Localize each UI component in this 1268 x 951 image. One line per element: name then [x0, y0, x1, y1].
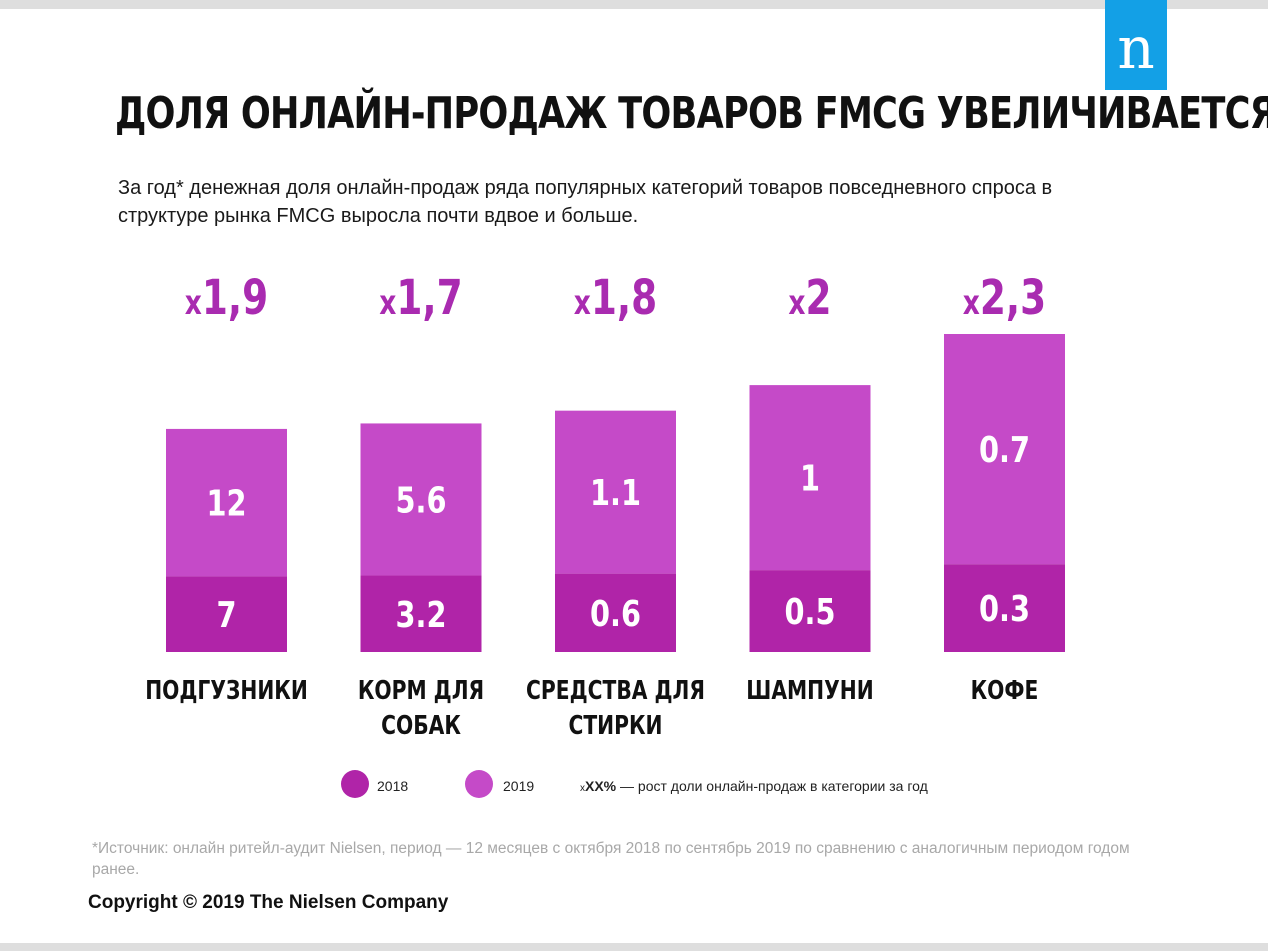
data-label-2019: 1.1 [590, 472, 641, 514]
bar-2019 [944, 334, 1065, 565]
bar-2018 [555, 573, 676, 652]
bar-2019 [360, 423, 482, 576]
legend-note-prefix: x [580, 783, 585, 794]
page-title: ДОЛЯ ОНЛАЙН-ПРОДАЖ ТОВАРОВ FMCG УВЕЛИЧИВ… [115, 88, 1268, 139]
category-label: СРЕДСТВА ДЛЯ [526, 676, 705, 706]
growth-label: x1,9 [185, 271, 268, 327]
data-label-2019: 5.6 [396, 479, 447, 521]
top-band [0, 0, 1268, 9]
category-label: ШАМПУНИ [746, 676, 873, 706]
data-label-2019: 12 [206, 483, 246, 525]
bar-2018 [749, 570, 871, 652]
growth-label: x1,7 [379, 271, 462, 327]
legend-note-bold: XX% [585, 778, 617, 794]
legend-swatch-2019 [465, 770, 493, 798]
source-footnote: *Источник: онлайн ритейл-аудит Nielsen, … [92, 840, 1130, 878]
bar-2019 [555, 410, 676, 574]
bar-2019 [166, 428, 287, 577]
category-label: СТИРКИ [568, 711, 662, 741]
bar-2018 [944, 564, 1065, 652]
bar-2019 [749, 385, 871, 571]
nielsen-logo: n [1105, 0, 1167, 90]
category-label: КОФЕ [971, 676, 1039, 706]
bottom-band [0, 943, 1268, 951]
bar-2018 [166, 576, 287, 652]
stacked-bar-chart: 12 7 x1,9 ПОДГУЗНИКИ 5.6 3.2 x1,7 КОРМ ДЛЯ СОБАК… [145, 271, 1065, 741]
growth-label: x2,3 [963, 271, 1046, 327]
page-subtitle: За год* денежная доля онлайн-продаж ряда… [118, 177, 1053, 227]
copyright: Copyright © 2019 The Nielsen Company [88, 892, 449, 913]
growth-label: x1,8 [574, 271, 657, 327]
data-label-2018: 7 [216, 594, 236, 636]
category-label: ПОДГУЗНИКИ [145, 676, 308, 706]
category-label: КОРМ ДЛЯ [358, 676, 484, 706]
legend-label-2019: 2019 [503, 778, 535, 794]
data-label-2019: 0.7 [979, 429, 1030, 471]
legend-swatch-2018 [341, 770, 369, 798]
data-label-2019: 1 [800, 458, 820, 500]
growth-label: x2 [788, 271, 831, 327]
bar-2018 [360, 575, 482, 652]
data-label-2018: 0.3 [979, 588, 1030, 630]
data-label-2018: 0.6 [590, 593, 641, 635]
logo-letter: n [1117, 14, 1155, 82]
data-label-2018: 3.2 [396, 594, 447, 636]
data-label-2018: 0.5 [785, 591, 836, 633]
legend-note: xXX% — рост доли онлайн-продаж в категор… [580, 778, 928, 794]
legend-note-text: — рост доли онлайн-продаж в категории за… [616, 778, 928, 794]
category-label: СОБАК [381, 711, 461, 741]
legend-label-2018: 2018 [377, 778, 409, 794]
